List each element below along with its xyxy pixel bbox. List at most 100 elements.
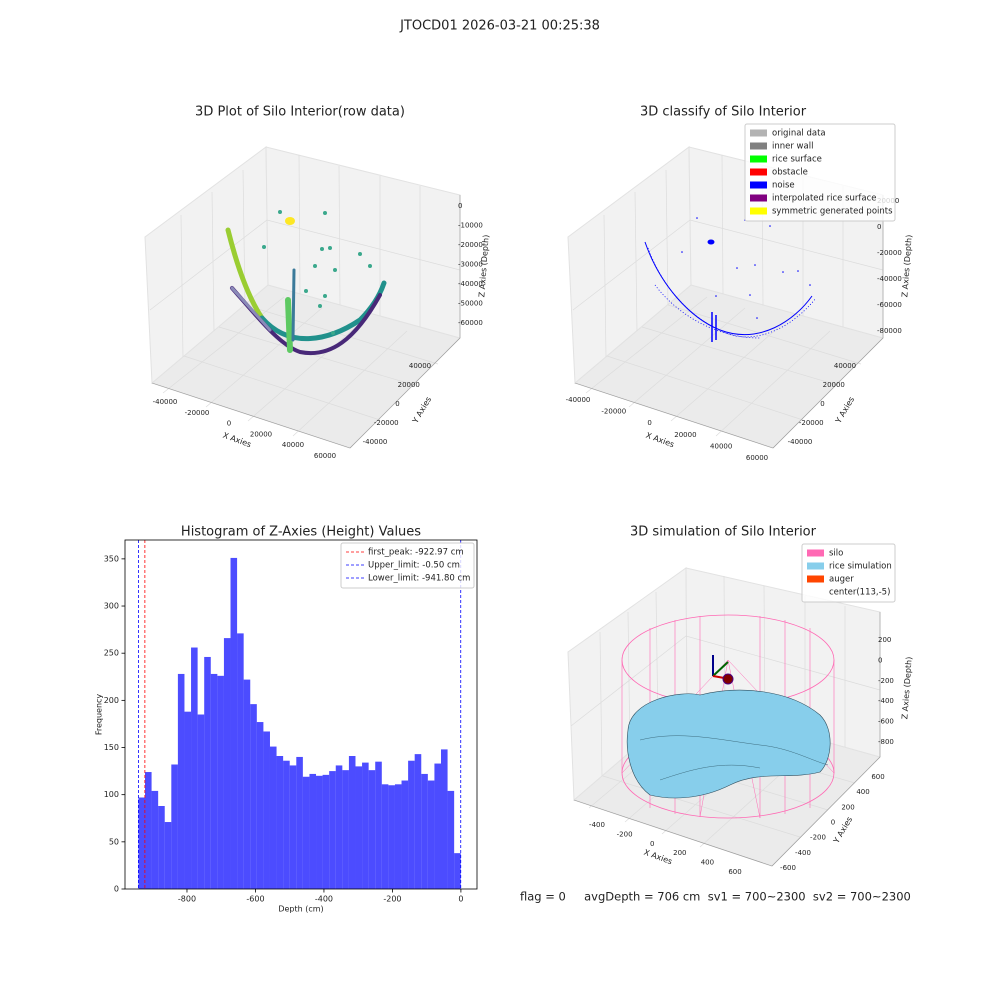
legend-label: first_peak: -922.97 cm xyxy=(368,548,464,558)
x-tick-label: 0 xyxy=(650,840,654,848)
histogram-bar xyxy=(197,714,205,889)
z-tick-label: -40000 xyxy=(877,275,902,283)
y-tick-label: -40000 xyxy=(363,438,388,446)
z-tick-label: -200 xyxy=(878,677,894,685)
x-tick-label: 60000 xyxy=(746,454,768,462)
legend-swatch xyxy=(807,575,824,583)
histogram-bar xyxy=(296,756,303,889)
y-tick-label: 350 xyxy=(104,554,119,563)
z-axis-label: Z Axies (Depth) xyxy=(900,656,913,719)
histogram-bar xyxy=(414,754,422,889)
z-tick-label: -10000 xyxy=(458,222,483,230)
x-tick-label: 0 xyxy=(227,420,231,428)
legend-label: inner wall xyxy=(772,142,813,152)
x-tick-label: 0 xyxy=(458,895,463,904)
legend-swatch xyxy=(750,194,767,202)
x-tick-label: -200 xyxy=(383,895,401,904)
x-tick-label: 40000 xyxy=(282,441,304,449)
histogram-bar xyxy=(138,797,146,889)
histogram-bar xyxy=(256,722,264,889)
legend-swatch xyxy=(750,155,767,163)
z-tick-label: -20000 xyxy=(877,249,902,257)
x-tick-label: -40000 xyxy=(153,398,178,406)
x-tick-label: 40000 xyxy=(710,442,732,450)
histogram-bar xyxy=(316,775,323,889)
y-tick-label: 250 xyxy=(104,649,119,658)
panel-title: 3D simulation of Silo Interior xyxy=(630,525,817,540)
histogram-bar xyxy=(230,557,238,889)
x-tick-label: 20000 xyxy=(250,430,272,438)
legend-box xyxy=(340,542,475,589)
histogram-bar xyxy=(329,771,336,889)
histogram-bar xyxy=(355,766,363,889)
histogram-bar xyxy=(368,770,376,889)
histogram-bar xyxy=(145,772,152,889)
point-cloud-2 xyxy=(644,217,817,342)
histogram-bar xyxy=(362,762,369,889)
x-tick-label: 400 xyxy=(701,859,714,867)
legend-label: original data xyxy=(772,129,826,139)
histogram-bar xyxy=(237,633,244,889)
y-tick-label: 20000 xyxy=(823,381,845,389)
legend-label: Lower_limit: -941.80 cm xyxy=(368,574,470,584)
y-tick-label: 300 xyxy=(104,602,119,611)
histogram-bar xyxy=(177,673,185,889)
y-tick-label: 100 xyxy=(104,790,119,799)
histogram-bar xyxy=(375,761,382,889)
z-tick-label: 200 xyxy=(878,636,891,644)
histogram-bar xyxy=(191,647,198,889)
histogram-bar xyxy=(348,756,356,889)
legend-box xyxy=(801,543,896,603)
legend-swatch xyxy=(750,142,767,150)
histogram-bar xyxy=(427,780,435,889)
x-tick-label: 0 xyxy=(647,419,651,427)
legend-label: rice simulation xyxy=(829,562,892,572)
z-tick-label: -30000 xyxy=(458,261,483,269)
histogram-bar xyxy=(289,765,297,889)
y-tick-label: 40000 xyxy=(409,362,431,370)
x-tick-label: -400 xyxy=(315,895,333,904)
histogram-bar xyxy=(250,704,257,889)
legend-swatch xyxy=(807,588,824,596)
y-tick-label: 40000 xyxy=(834,362,856,370)
histogram-bar xyxy=(243,679,251,889)
panel-title: 3D classify of Silo Interior xyxy=(640,105,807,120)
histogram-bar xyxy=(440,749,448,889)
histogram-bar xyxy=(223,638,231,889)
legend-box xyxy=(744,123,896,222)
z-tick-label: 0 xyxy=(877,223,881,231)
z-tick-label: -800 xyxy=(878,738,894,746)
histogram-bar xyxy=(276,756,284,889)
x-axis-label: Depth (cm) xyxy=(278,905,323,914)
legend-label: Upper_limit: -0.50 cm xyxy=(368,561,460,571)
legend-label: interpolated rice surface xyxy=(772,194,877,204)
panes-1 xyxy=(144,146,461,449)
histogram-bar xyxy=(381,784,389,889)
histogram-bar xyxy=(322,774,330,889)
legend-swatch xyxy=(807,562,824,570)
legend-label: symmetric generated points xyxy=(772,207,893,217)
z-tick-label: 0 xyxy=(878,656,882,664)
axes-frame xyxy=(124,539,478,890)
z-tick-label: -400 xyxy=(878,697,894,705)
legend-label: rice surface xyxy=(772,155,822,165)
legend-label: obstacle xyxy=(772,168,808,178)
y-tick-label: 0 xyxy=(114,885,119,894)
histogram-bar xyxy=(434,763,441,889)
y-tick-label: -20000 xyxy=(799,419,824,427)
histogram-bar xyxy=(408,760,415,889)
histogram-bar xyxy=(335,765,343,889)
y-tick-label: 200 xyxy=(841,803,854,811)
x-tick-label: -20000 xyxy=(601,408,626,416)
x-tick-label: -200 xyxy=(617,830,633,838)
y-tick-label: -200 xyxy=(810,834,826,842)
z-tick-label: -60000 xyxy=(877,301,902,309)
y-tick-label: -600 xyxy=(780,864,796,872)
y-tick-label: 0 xyxy=(831,819,835,827)
y-tick-label: -20000 xyxy=(374,419,399,427)
x-tick-label: -600 xyxy=(246,895,264,904)
z-axis-label: Z Axies (Depth) xyxy=(900,234,913,297)
y-tick-label: -40000 xyxy=(788,438,813,446)
histogram-bar xyxy=(342,770,349,889)
